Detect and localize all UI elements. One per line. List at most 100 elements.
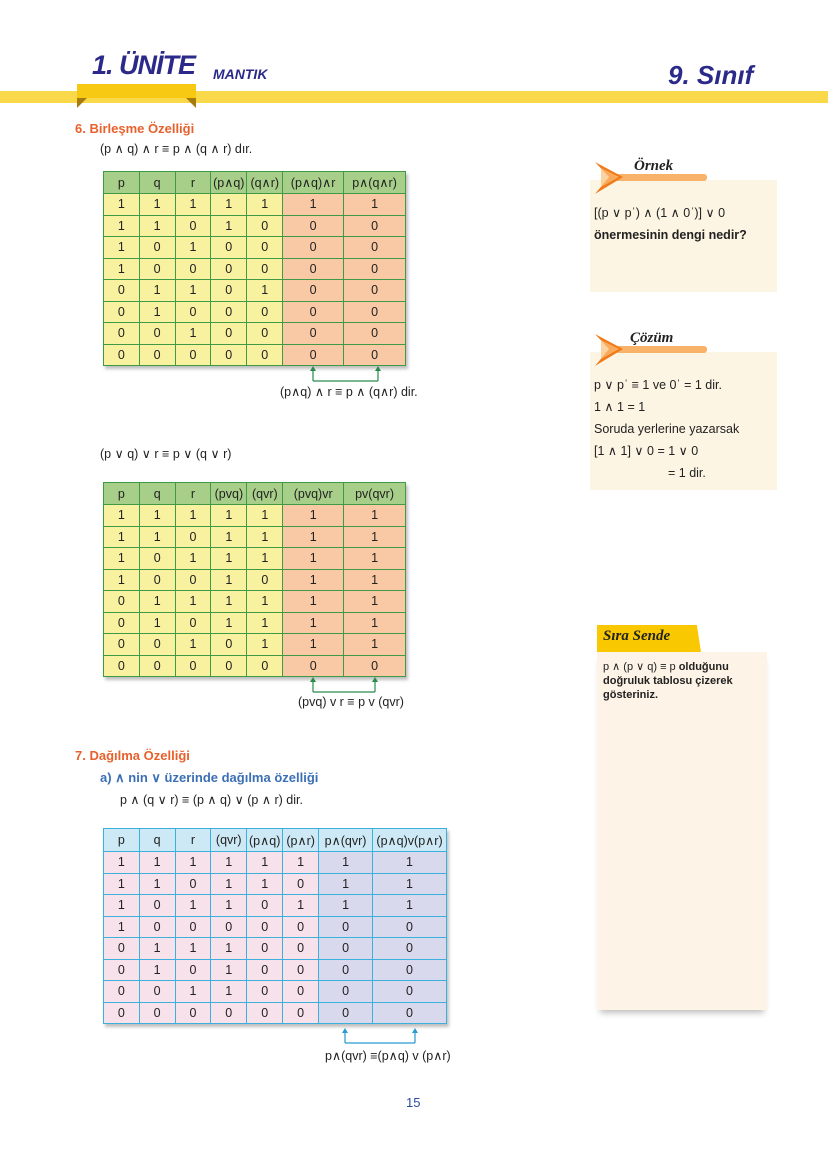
table-cell: 0 — [246, 568, 284, 591]
table-cell: 1 — [372, 894, 447, 917]
table-cell: 1 — [282, 547, 345, 570]
column-header: (p∧q) — [246, 828, 284, 852]
table-cell: 0 — [343, 214, 406, 237]
subject-label: MANTIK — [213, 66, 268, 82]
table-cell: 1 — [103, 915, 140, 938]
table-cell: 1 — [246, 504, 284, 527]
table-cell: 1 — [174, 590, 212, 613]
table-cell: 0 — [103, 937, 140, 960]
table-cell: 0 — [246, 894, 284, 917]
table-cell: 0 — [282, 654, 345, 677]
column-header: p — [103, 482, 140, 505]
table-cell: 1 — [372, 851, 447, 874]
column-header: q — [138, 482, 176, 505]
table-cell: 1 — [210, 214, 248, 237]
table-cell: 0 — [343, 343, 406, 366]
table-cell: 1 — [174, 193, 212, 216]
table-cell: 0 — [210, 1001, 248, 1024]
column-header: (p∧q)∧r — [282, 171, 345, 194]
column-header: r — [174, 482, 212, 505]
table-cell: 0 — [372, 937, 447, 960]
column-header: (pvq) — [210, 482, 248, 505]
truth-table-or: p q r (pvq) (qvr) (pvq)vr pv(qvr) 1 1 1 1 1 1 1 1 1 0 1 1 1… — [103, 482, 406, 677]
tab-fold-left — [77, 98, 87, 108]
table-cell: 1 — [372, 872, 447, 895]
table-cell: 1 — [174, 633, 212, 656]
column-header: (p∧r) — [282, 828, 320, 852]
table-cell: 0 — [246, 1001, 284, 1024]
table-cell: 0 — [174, 1001, 212, 1024]
table-cell: 1 — [174, 322, 212, 345]
example-box — [590, 180, 777, 292]
table-cell: 0 — [210, 322, 248, 345]
formula-and: (p ∧ q) ∧ r ≡ p ∧ (q ∧ r) dır. — [100, 142, 253, 156]
table-cell: 1 — [138, 300, 176, 323]
table-cell: 1 — [138, 958, 176, 981]
table-cell: 0 — [210, 343, 248, 366]
table-cell: 0 — [282, 958, 320, 981]
section-6-title: 6. Birleşme Özelliği — [75, 121, 195, 136]
table-cell: 1 — [174, 504, 212, 527]
table-cell: 0 — [103, 279, 140, 302]
table-cell: 1 — [343, 590, 406, 613]
table-cell: 1 — [210, 937, 248, 960]
solution-line: Soruda yerlerine yazarsak — [594, 422, 740, 436]
table-cell: 1 — [138, 937, 176, 960]
table-cell: 1 — [246, 851, 284, 874]
table-cell: 0 — [210, 236, 248, 259]
table-cell: 0 — [210, 654, 248, 677]
solution-line: 1 ∧ 1 = 1 — [594, 400, 646, 414]
table-cell: 1 — [103, 547, 140, 570]
table-cell: 0 — [103, 590, 140, 613]
column-header: (pvq)vr — [282, 482, 345, 505]
table-cell: 0 — [246, 236, 284, 259]
table-cell: 0 — [210, 633, 248, 656]
table-cell: 0 — [103, 1001, 140, 1024]
table-cell: 0 — [174, 300, 212, 323]
table-cell: 1 — [210, 980, 248, 1003]
formula-distributive: p ∧ (q ∨ r) ≡ (p ∧ q) ∨ (p ∧ r) dir. — [120, 793, 303, 807]
table-cell: 1 — [103, 568, 140, 591]
table-cell: 1 — [210, 851, 248, 874]
table-cell: 0 — [282, 937, 320, 960]
exercise-tab — [597, 625, 701, 652]
column-header: r — [174, 828, 212, 852]
table-cell: 1 — [343, 611, 406, 634]
table-cell: 1 — [246, 872, 284, 895]
table-cell: 0 — [246, 300, 284, 323]
table-cell: 0 — [138, 1001, 176, 1024]
table-cell: 0 — [174, 611, 212, 634]
solution-title: Çözüm — [630, 330, 674, 346]
exercise-text-3: gösteriniz. — [603, 689, 659, 701]
table-cell: 0 — [246, 958, 284, 981]
table-cell: 0 — [343, 654, 406, 677]
table-cell: 1 — [246, 611, 284, 634]
table-cell: 1 — [138, 525, 176, 548]
table-cell: 0 — [343, 322, 406, 345]
solution-line: p ∨ pˈ ≡ 1 ve 0ˈ = 1 dir. — [594, 378, 722, 392]
table-cell: 1 — [138, 590, 176, 613]
table-cell: 0 — [282, 322, 345, 345]
table-cell: 0 — [246, 915, 284, 938]
column-header: pv(qvr) — [343, 482, 406, 505]
table-cell: 0 — [138, 894, 176, 917]
column-header: q — [138, 171, 176, 194]
table-cell: 0 — [174, 568, 212, 591]
table-cell: 1 — [343, 504, 406, 527]
table-cell: 0 — [246, 322, 284, 345]
table-cell: 0 — [103, 654, 140, 677]
column-header: (qvr) — [246, 482, 284, 505]
table-cell: 0 — [318, 980, 374, 1003]
table-cell: 0 — [138, 322, 176, 345]
table-cell: 1 — [103, 504, 140, 527]
table-cell: 0 — [318, 958, 374, 981]
solution-line: = 1 dir. — [668, 466, 706, 480]
